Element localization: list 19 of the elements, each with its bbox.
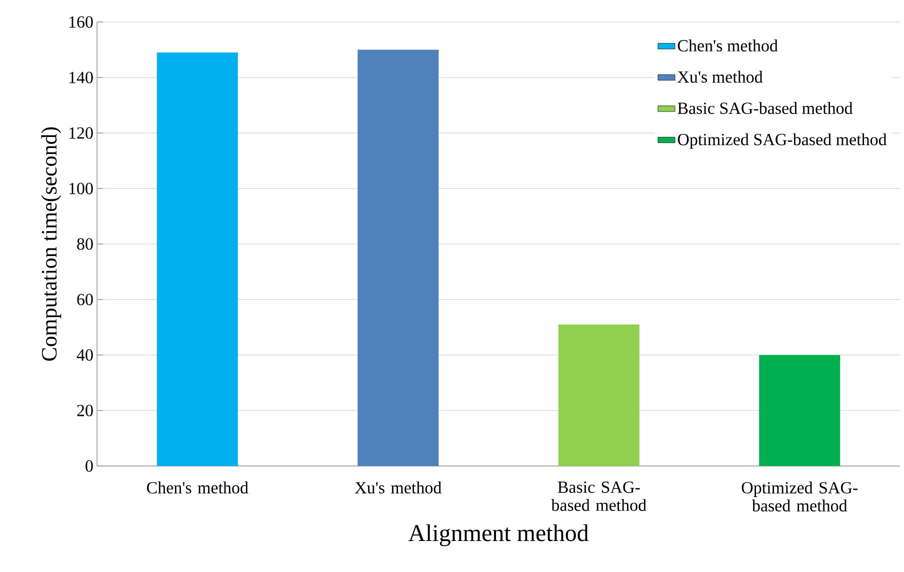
legend-label: Xu's method bbox=[678, 70, 763, 83]
y-tick-label: 140 bbox=[69, 72, 93, 84]
y-tick-label: 60 bbox=[77, 294, 93, 306]
x-tick-label: Basic SAG-based method bbox=[551, 482, 646, 511]
x-axis-title: Alignment method bbox=[408, 524, 589, 546]
y-tick-label: 100 bbox=[69, 182, 93, 194]
y-tick-label: 0 bbox=[86, 460, 93, 472]
y-tick-label: 120 bbox=[69, 127, 93, 139]
legend-label: Chen's method bbox=[678, 40, 778, 52]
legend-label: Optimized SAG-based method bbox=[678, 133, 887, 149]
legend-label: Basic SAG-based method bbox=[678, 102, 853, 114]
x-tick-label: Xu's method bbox=[354, 482, 442, 494]
x-tick-label: Optimized SAG-based method bbox=[742, 482, 858, 512]
y-tick-label: 40 bbox=[76, 349, 93, 361]
x-tick-label: Chen's method bbox=[146, 482, 248, 494]
y-tick-label: 160 bbox=[69, 16, 93, 28]
y-tick-label: 80 bbox=[77, 238, 93, 250]
y-axis-title: Computation time(second) bbox=[41, 127, 62, 361]
y-tick-label: 20 bbox=[77, 404, 93, 416]
